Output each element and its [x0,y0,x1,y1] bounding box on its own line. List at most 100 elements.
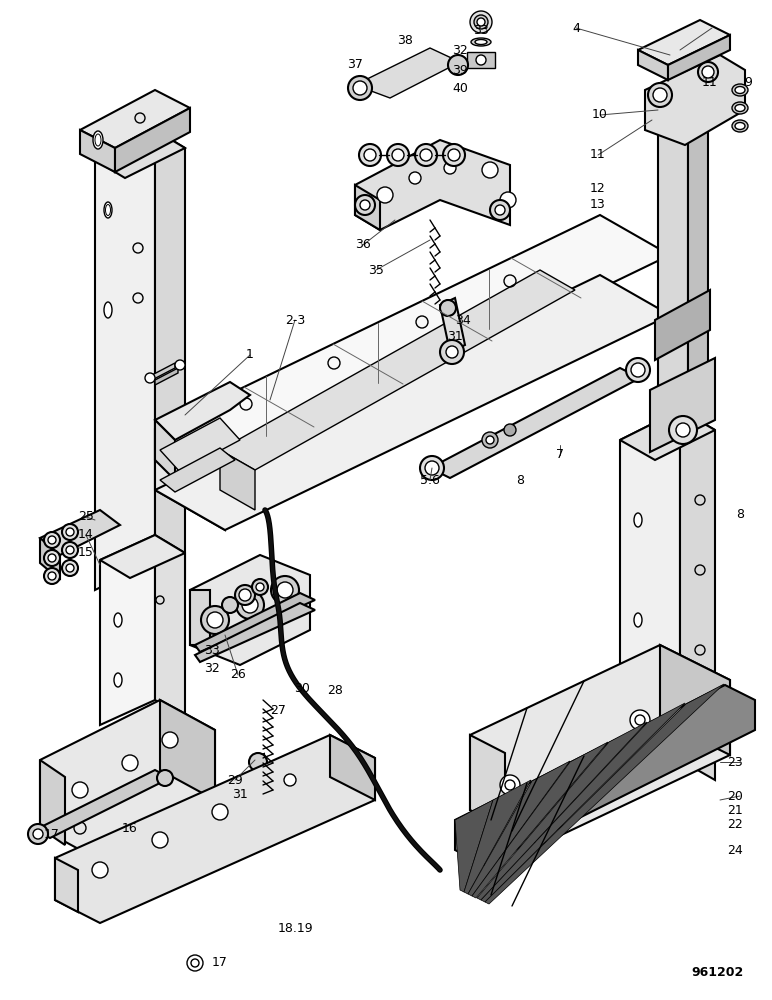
Text: 36: 36 [355,238,371,251]
Text: 28: 28 [327,684,343,696]
Polygon shape [160,448,235,492]
Ellipse shape [471,38,491,46]
Polygon shape [638,50,668,80]
Polygon shape [470,735,505,828]
Ellipse shape [475,39,487,44]
Circle shape [44,532,60,548]
Ellipse shape [476,55,486,65]
Text: 14: 14 [78,528,94,542]
Circle shape [256,583,264,591]
Polygon shape [220,450,255,510]
Polygon shape [100,535,155,725]
Ellipse shape [634,613,642,627]
Circle shape [152,832,168,848]
Polygon shape [152,363,175,380]
Polygon shape [620,410,715,460]
Polygon shape [650,358,715,452]
Text: 32: 32 [452,43,468,56]
Circle shape [443,144,465,166]
Ellipse shape [735,87,745,94]
Circle shape [236,591,264,619]
Circle shape [504,424,516,436]
Text: 31: 31 [447,330,463,344]
Circle shape [48,536,56,544]
Circle shape [271,576,299,604]
Circle shape [252,579,268,595]
Polygon shape [80,90,190,148]
Ellipse shape [634,693,642,707]
Circle shape [477,18,485,26]
Circle shape [387,144,409,166]
Circle shape [676,423,690,437]
Polygon shape [80,130,115,172]
Ellipse shape [93,131,103,149]
Circle shape [669,416,697,444]
Circle shape [246,808,274,836]
Circle shape [72,782,88,798]
Polygon shape [658,90,688,425]
Polygon shape [155,275,670,530]
Polygon shape [40,700,215,858]
Text: 8: 8 [516,474,524,487]
Circle shape [66,564,74,572]
Circle shape [33,829,43,839]
Polygon shape [160,700,215,800]
Circle shape [648,83,672,107]
Circle shape [28,824,48,844]
Polygon shape [440,298,465,352]
Polygon shape [668,35,730,80]
Text: 18.19: 18.19 [277,922,313,934]
Circle shape [348,76,372,100]
Circle shape [486,436,494,444]
Text: 11: 11 [702,76,718,89]
Polygon shape [160,418,240,472]
Circle shape [222,597,238,613]
Polygon shape [455,685,755,865]
Text: 33: 33 [473,23,489,36]
Text: 37: 37 [347,58,363,72]
Circle shape [490,200,510,220]
Polygon shape [35,770,170,838]
Text: 15: 15 [78,546,94,558]
Circle shape [62,560,78,576]
Circle shape [66,546,74,554]
Circle shape [630,710,650,730]
Text: 25: 25 [78,510,94,524]
Polygon shape [40,538,60,580]
Polygon shape [620,410,680,790]
Circle shape [235,585,255,605]
Text: 31: 31 [232,788,248,802]
Circle shape [162,732,178,748]
Circle shape [44,568,60,584]
Circle shape [62,524,78,540]
Polygon shape [95,130,155,590]
Text: 24: 24 [727,844,743,856]
Circle shape [252,814,268,830]
Text: 30: 30 [294,682,310,694]
Polygon shape [645,55,745,145]
Text: 17: 17 [212,956,228,968]
Circle shape [448,149,460,161]
Polygon shape [470,645,730,845]
Circle shape [207,612,223,628]
Circle shape [698,62,718,82]
Polygon shape [355,185,380,230]
Polygon shape [638,20,730,65]
Circle shape [62,542,78,558]
Polygon shape [688,90,708,415]
Polygon shape [220,270,575,470]
Circle shape [66,528,74,536]
Polygon shape [100,535,185,578]
Text: 27: 27 [270,704,286,716]
Circle shape [500,192,516,208]
Circle shape [48,554,56,562]
Circle shape [482,162,498,178]
Ellipse shape [114,613,122,627]
Text: 39: 39 [452,64,468,77]
Polygon shape [455,800,493,892]
Text: 22: 22 [727,818,743,830]
Polygon shape [190,590,210,645]
Text: 34: 34 [455,314,471,326]
Polygon shape [155,368,178,385]
Circle shape [92,862,108,878]
